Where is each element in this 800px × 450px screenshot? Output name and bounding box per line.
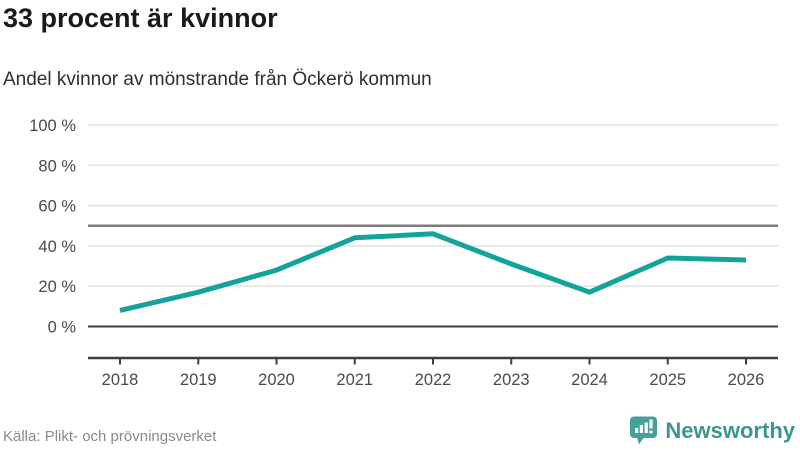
chart-title: 33 procent är kvinnor	[3, 3, 278, 33]
speech-bubble-shape	[630, 416, 658, 445]
newsworthy-logo-icon	[630, 416, 658, 445]
x-tick-label: 2024	[571, 371, 608, 389]
x-tick-label: 2020	[258, 371, 295, 389]
bar-chart-glyph	[635, 419, 654, 434]
y-tick-label: 100 %	[29, 117, 76, 135]
x-tick-label: 2021	[336, 371, 373, 389]
source-note: Källa: Plikt- och prövningsverket	[3, 428, 217, 445]
chart-subtitle: Andel kvinnor av mönstrande från Öckerö …	[3, 69, 432, 90]
y-tick-label: 80 %	[38, 157, 76, 175]
newsworthy-logo: Newsworthy	[629, 415, 795, 446]
y-tick-label: 20 %	[38, 278, 76, 296]
y-tick-label: 60 %	[38, 198, 76, 216]
trend-line	[119, 231, 747, 313]
y-tick-label: 0 %	[48, 319, 77, 337]
x-tick-label: 2025	[649, 371, 686, 389]
newsworthy-wordmark: Newsworthy	[665, 417, 795, 443]
y-tick-label: 40 %	[38, 238, 76, 256]
x-tick-label: 2023	[493, 371, 530, 389]
x-tick-label: 2022	[415, 371, 452, 389]
x-tick-label: 2026	[728, 371, 765, 389]
x-tick-label: 2019	[180, 371, 217, 389]
x-tick-label: 2018	[102, 371, 139, 389]
